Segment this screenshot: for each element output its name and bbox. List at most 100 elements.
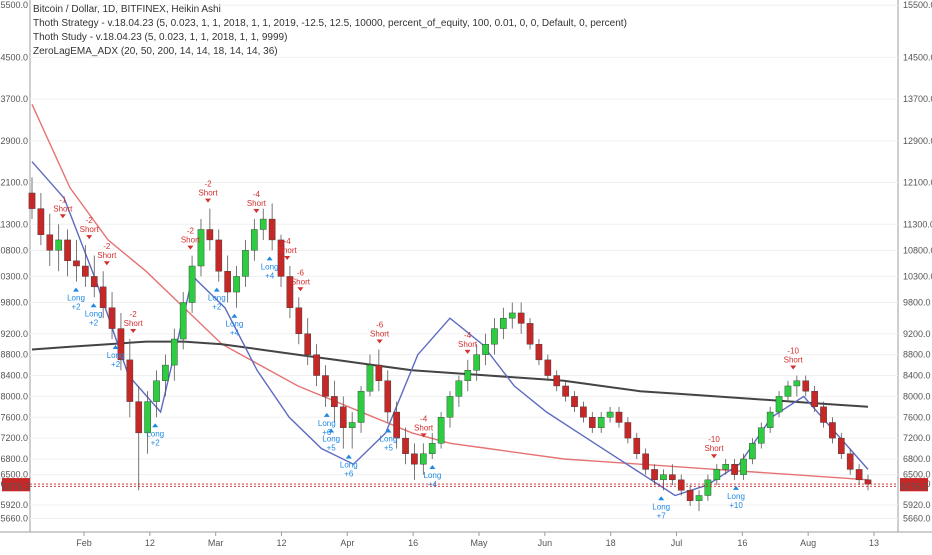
candle[interactable] [82, 265, 89, 277]
candle[interactable] [544, 359, 552, 376]
candle[interactable] [473, 354, 480, 371]
candle[interactable] [651, 469, 658, 481]
candle[interactable] [633, 437, 641, 454]
candle[interactable] [28, 192, 36, 209]
candle[interactable] [660, 474, 667, 481]
candle[interactable] [784, 385, 792, 397]
candle[interactable] [642, 453, 649, 470]
candle[interactable] [606, 411, 614, 418]
candle[interactable] [242, 250, 249, 277]
candle[interactable] [277, 239, 285, 277]
candle[interactable] [580, 406, 587, 418]
candle[interactable] [37, 208, 45, 235]
candle[interactable] [740, 458, 747, 475]
candle[interactable] [624, 422, 632, 439]
candle[interactable] [224, 271, 231, 293]
candle[interactable] [526, 323, 534, 345]
candle[interactable] [331, 396, 338, 408]
candle[interactable] [313, 354, 320, 376]
candle[interactable] [864, 479, 872, 485]
candle[interactable] [197, 229, 205, 267]
candle[interactable] [597, 417, 605, 428]
candle[interactable] [695, 495, 703, 501]
candle[interactable] [188, 265, 196, 303]
candle[interactable] [73, 260, 80, 267]
candle[interactable] [508, 312, 516, 319]
candle[interactable] [428, 443, 436, 454]
candle[interactable] [357, 390, 365, 423]
candle[interactable] [615, 411, 623, 423]
candle[interactable] [829, 422, 836, 439]
candle[interactable] [757, 427, 765, 444]
candle[interactable] [500, 317, 507, 329]
candle[interactable] [446, 396, 454, 418]
candle[interactable] [402, 437, 409, 454]
candle[interactable] [420, 453, 427, 465]
candle[interactable] [491, 328, 498, 345]
candle[interactable] [553, 375, 561, 387]
candle[interactable] [722, 463, 730, 470]
candle[interactable] [99, 286, 107, 308]
candle[interactable] [135, 401, 143, 434]
candle[interactable] [153, 380, 160, 402]
candle[interactable] [704, 479, 712, 496]
candle[interactable] [304, 333, 312, 355]
candle[interactable] [90, 276, 98, 288]
candle[interactable] [366, 364, 374, 392]
candle[interactable] [268, 218, 276, 241]
candle[interactable] [375, 364, 383, 381]
candle[interactable] [482, 344, 489, 355]
candle[interactable] [588, 417, 596, 428]
candle[interactable] [749, 443, 756, 460]
candle[interactable] [322, 375, 329, 397]
candle[interactable] [535, 344, 543, 361]
candle[interactable] [713, 469, 721, 481]
candle[interactable] [126, 359, 134, 402]
candle[interactable] [455, 380, 463, 397]
candle[interactable] [802, 380, 810, 392]
candle[interactable] [686, 490, 694, 501]
candle[interactable] [46, 234, 54, 251]
candle[interactable] [215, 239, 223, 272]
candle[interactable] [855, 469, 863, 481]
candle[interactable] [144, 401, 151, 434]
candle[interactable] [838, 437, 845, 454]
candle[interactable] [437, 417, 445, 444]
study-zerolag-label[interactable]: ZeroLagEMA_ADX (20, 50, 200, 14, 14, 18,… [33, 46, 278, 57]
candle[interactable] [562, 385, 569, 397]
candle[interactable] [464, 370, 472, 381]
candle[interactable] [571, 396, 578, 408]
candle[interactable] [731, 463, 738, 475]
candle[interactable] [384, 380, 392, 413]
candle[interactable] [55, 239, 62, 251]
candle[interactable] [251, 229, 258, 251]
candle[interactable] [348, 422, 356, 428]
candle[interactable] [339, 406, 347, 428]
candle[interactable] [517, 312, 525, 324]
candle[interactable] [117, 328, 125, 361]
candle[interactable] [793, 380, 801, 387]
candle[interactable] [233, 276, 240, 293]
candle[interactable] [820, 406, 827, 423]
candle[interactable] [286, 276, 294, 308]
candle[interactable] [766, 411, 774, 428]
candle[interactable] [411, 453, 418, 465]
study-strategy-label[interactable]: Thoth Strategy - v.18.04.23 (5, 0.023, 1… [33, 18, 627, 29]
candle[interactable] [669, 474, 676, 481]
candle[interactable] [811, 390, 818, 408]
candle[interactable] [295, 307, 303, 335]
candle[interactable] [775, 396, 783, 413]
candle[interactable] [206, 229, 214, 241]
signal-short-label: Short [181, 236, 201, 245]
candle[interactable] [108, 307, 116, 329]
study-thoth-label[interactable]: Thoth Study - v.18.04.23 (5, 0.023, 1, 1… [33, 32, 288, 43]
candle[interactable] [170, 338, 178, 366]
candle[interactable] [162, 364, 169, 381]
candle[interactable] [259, 218, 267, 230]
candle[interactable] [677, 479, 685, 491]
candle[interactable] [846, 453, 854, 470]
candle[interactable] [64, 239, 71, 261]
candle[interactable] [393, 411, 400, 439]
candle[interactable] [179, 302, 187, 340]
